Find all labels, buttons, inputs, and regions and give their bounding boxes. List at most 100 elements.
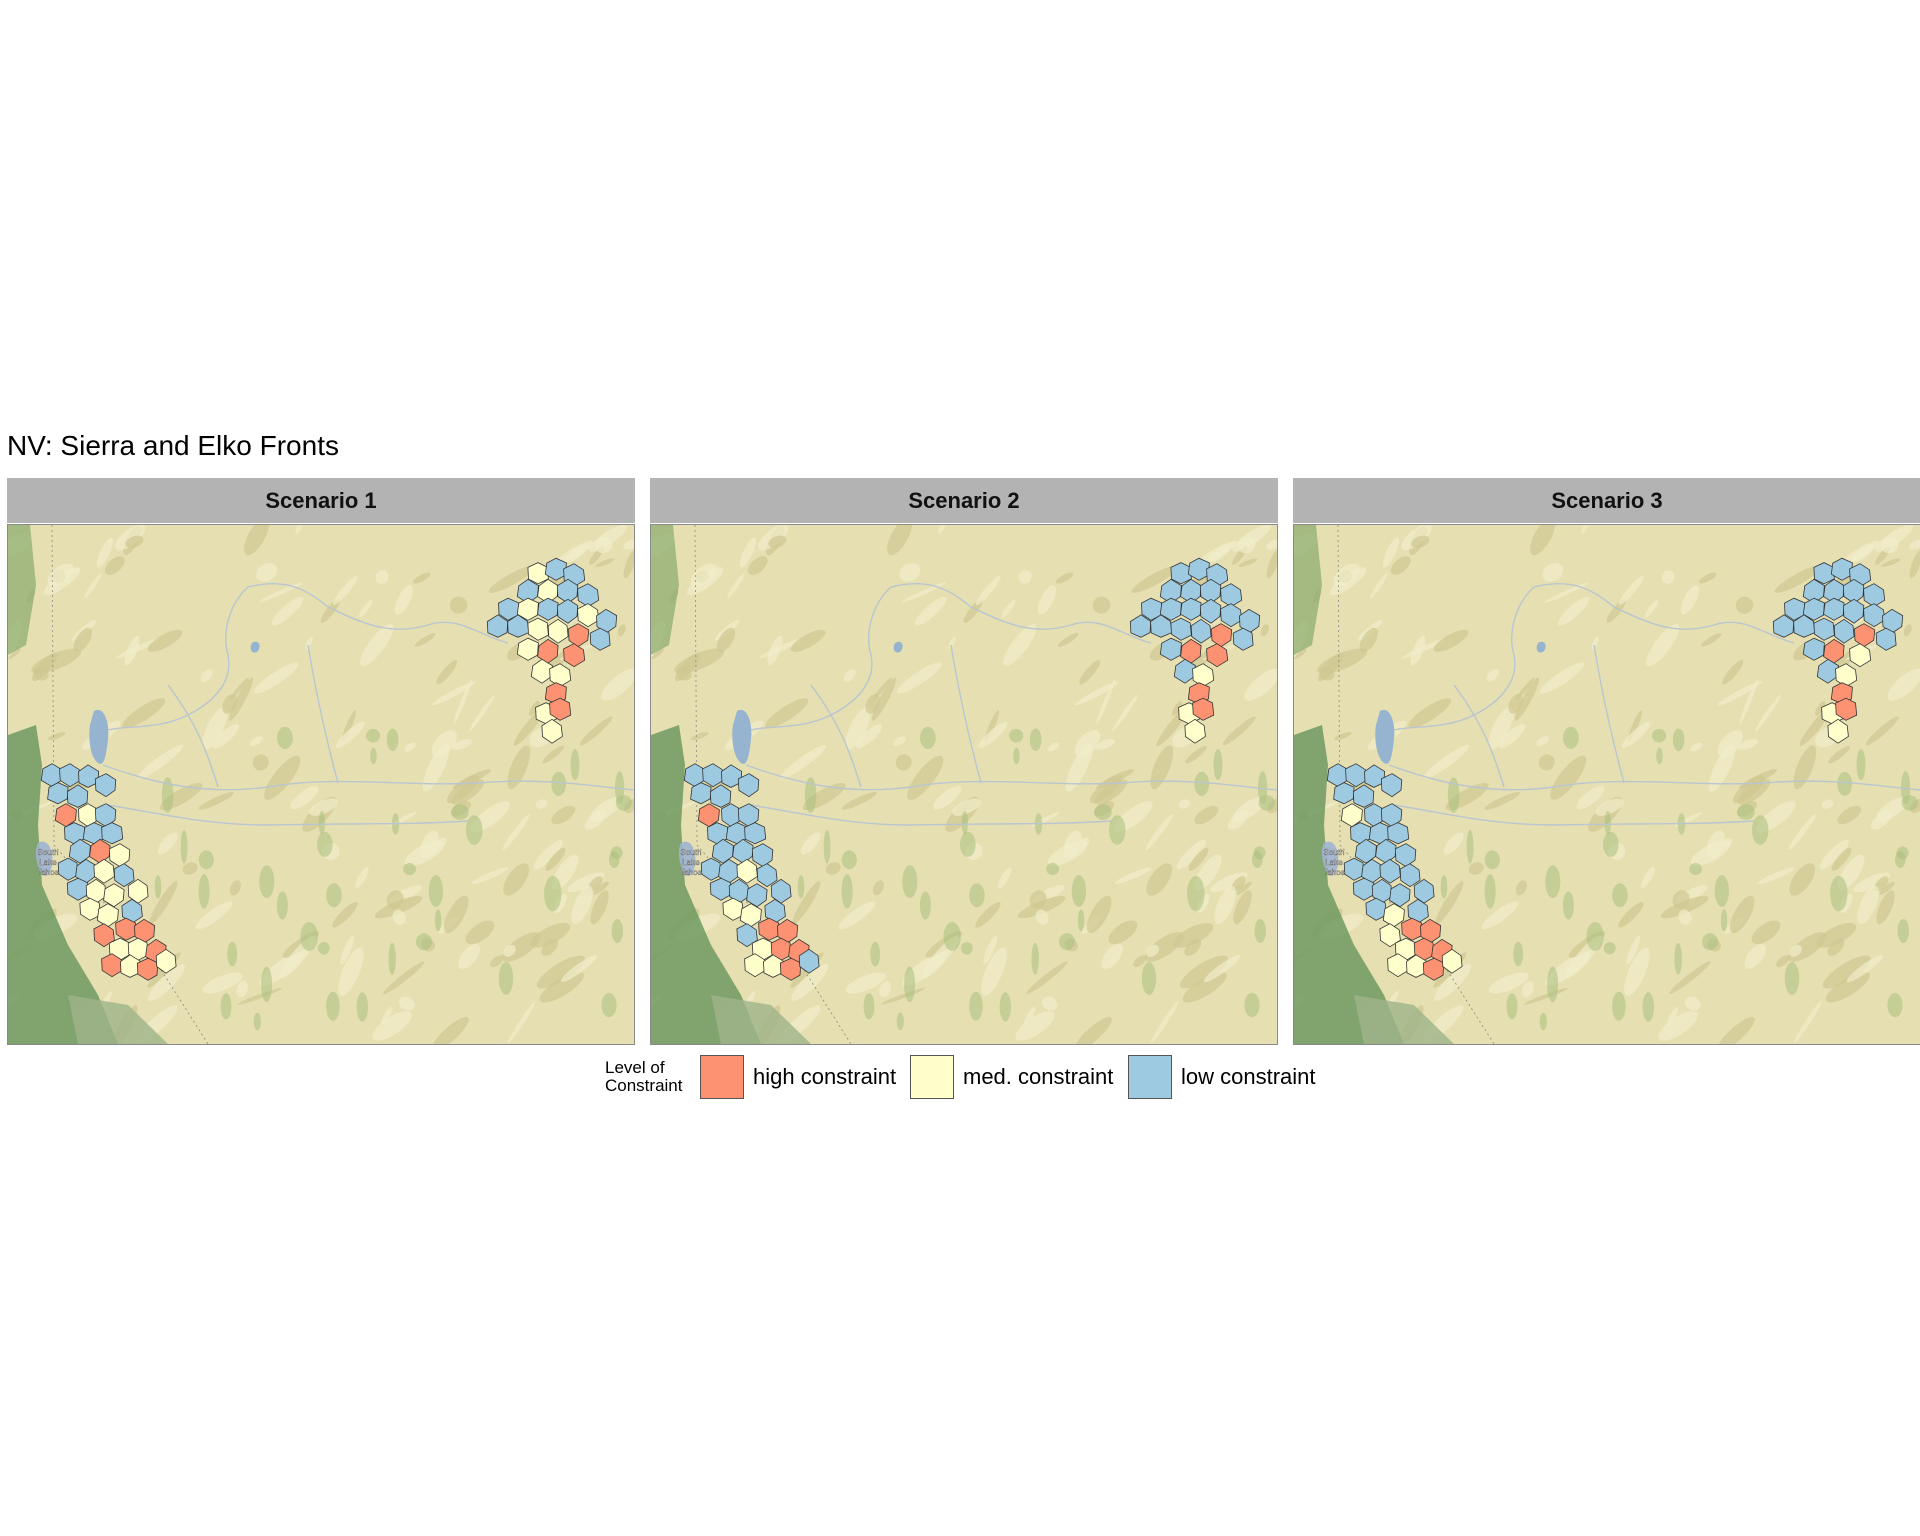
constraint-cell	[1833, 618, 1855, 644]
basemap: South Lake Tahoe	[1293, 524, 1920, 1045]
panel-strip: Scenario 3	[1293, 478, 1920, 523]
sierra-front-region	[1326, 763, 1463, 981]
constraint-cell	[1364, 764, 1386, 788]
constraint-cell	[537, 597, 559, 621]
constraint-cell	[1184, 718, 1206, 744]
constraint-cell	[527, 617, 549, 641]
constraint-cell	[1849, 643, 1872, 668]
constraint-cell	[1816, 658, 1839, 684]
constraint-cell	[736, 858, 758, 884]
constraint-cell	[1190, 618, 1212, 644]
constraint-cell	[1199, 598, 1222, 624]
lake-tahoe	[678, 841, 696, 876]
legend-title: Level of Constraint	[605, 1058, 683, 1095]
constraint-cell	[690, 782, 712, 805]
constraint-cell	[547, 618, 569, 644]
constraint-cell	[1389, 883, 1411, 908]
constraint-cell	[101, 953, 124, 978]
constraint-cell	[1827, 718, 1849, 744]
elko-front-region	[486, 557, 618, 744]
lake	[893, 641, 903, 653]
constraint-cell	[47, 782, 69, 805]
constraint-cell	[1232, 627, 1254, 651]
constraint-cell	[93, 858, 115, 884]
constraint-cell	[1352, 784, 1375, 808]
constraint-cell	[556, 598, 579, 624]
forest-area	[651, 725, 761, 1044]
legend-swatch-med	[910, 1055, 954, 1099]
constraint-cell	[721, 764, 743, 788]
constraint-cell	[1220, 603, 1243, 628]
constraint-cell	[103, 883, 125, 908]
pyramid-lake	[1375, 709, 1395, 764]
constraint-cell	[1379, 858, 1401, 884]
constraint-cell	[722, 897, 744, 921]
constraint-cell	[1187, 557, 1210, 581]
road-river-layer	[1388, 583, 1920, 826]
constraint-cell	[1813, 617, 1835, 641]
constraint-cell	[1159, 597, 1182, 621]
map-canvas: South Lake Tahoe	[1294, 525, 1920, 1044]
legend-item-med: med. constraint	[910, 1053, 1113, 1101]
constraint-cell	[115, 917, 138, 941]
legend-label-med: med. constraint	[963, 1064, 1114, 1089]
constraint-cell	[709, 784, 732, 808]
constraint-cell	[1352, 877, 1375, 901]
scenario-panel-2: Scenario 2 South Lake Tahoe	[650, 478, 1278, 1045]
road-river-layer	[102, 583, 634, 826]
constraint-cell	[736, 923, 758, 948]
elko-front-region	[1129, 557, 1261, 744]
constraint-cell	[744, 822, 767, 845]
constraint-cell	[530, 658, 553, 684]
constraint-cell	[1333, 782, 1355, 805]
pyramid-lake	[89, 709, 109, 764]
constraint-cell	[155, 948, 177, 974]
legend-swatch-high	[700, 1055, 744, 1099]
constraint-cell	[57, 857, 79, 881]
pyramid-lake	[732, 709, 752, 764]
legend-label-low: low constraint	[1181, 1064, 1316, 1089]
page-title: NV: Sierra and Elko Fronts	[7, 430, 339, 461]
constraint-cell	[1830, 557, 1853, 581]
constraint-cell	[1365, 897, 1387, 921]
constraint-cell	[113, 863, 135, 888]
constraint-cell	[1863, 603, 1886, 628]
basemap: South Lake Tahoe	[650, 524, 1278, 1045]
constraint-cell	[1802, 637, 1825, 661]
constraint-cell	[507, 614, 530, 638]
constraint-cell	[93, 923, 115, 948]
constraint-cell	[1802, 597, 1825, 621]
city-label: South Lake Tahoe	[37, 848, 59, 877]
constraint-cell	[544, 557, 567, 581]
lake-tahoe	[35, 841, 53, 876]
constraint-cell	[549, 697, 572, 721]
scenario-panel-3: Scenario 3 South Lake Tahoe	[1293, 478, 1920, 1045]
constraint-cell	[589, 627, 611, 651]
panel-strip: Scenario 1	[7, 478, 635, 523]
scenario-panel-1: Scenario 1 South Lake Tahoe	[7, 478, 635, 1045]
elko-front-region	[1772, 557, 1904, 744]
constraint-cell	[541, 718, 563, 744]
constraint-cell	[1399, 863, 1421, 888]
sierra-front-region	[40, 763, 177, 981]
constraint-cell	[94, 773, 117, 798]
city-label: South Lake Tahoe	[680, 848, 702, 877]
constraint-cell	[78, 764, 100, 788]
constraint-cell	[1842, 598, 1865, 624]
legend-swatch-low	[1128, 1055, 1172, 1099]
constraint-cell	[746, 883, 768, 908]
city-label: South Lake Tahoe	[1323, 848, 1345, 877]
constraint-cell	[1343, 857, 1365, 881]
constraint-cell	[1345, 763, 1368, 788]
constraint-cell	[702, 763, 725, 788]
constraint-cell	[737, 773, 760, 798]
constraint-cell	[66, 784, 89, 808]
basemap: South Lake Tahoe	[7, 524, 635, 1045]
panel-strip: Scenario 2	[650, 478, 1278, 523]
road-river-layer	[745, 583, 1277, 826]
forest-area	[1294, 725, 1404, 1044]
constraint-cell	[1387, 822, 1410, 845]
constraint-cell	[756, 863, 778, 888]
constraint-cell	[1387, 953, 1410, 978]
constraint-cell	[1835, 697, 1858, 721]
